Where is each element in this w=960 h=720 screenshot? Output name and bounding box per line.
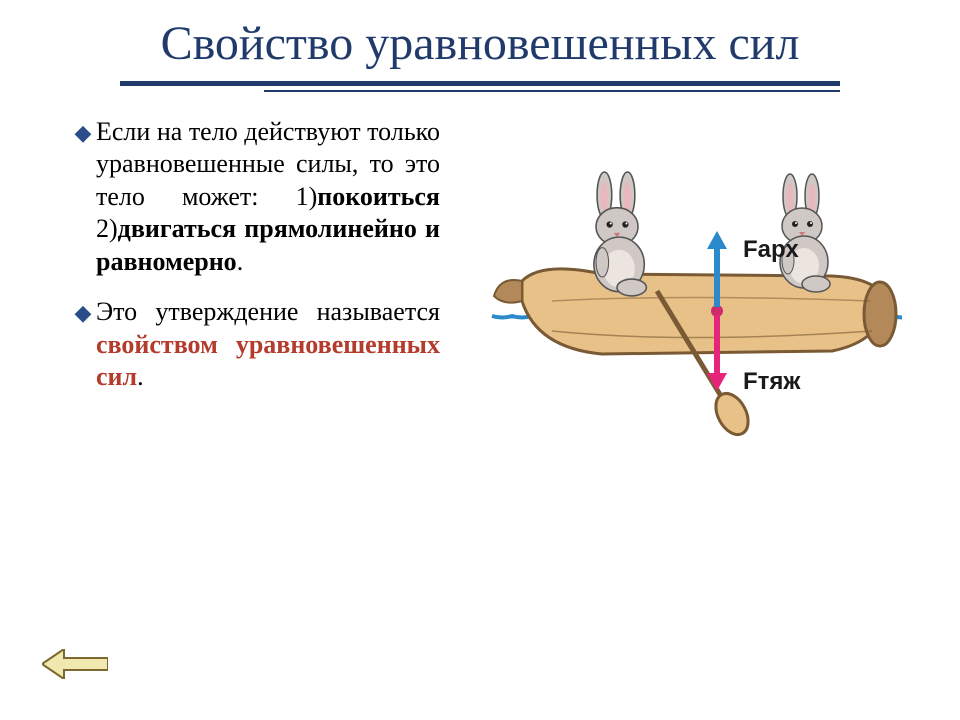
b2-post: . — [137, 362, 144, 391]
diamond-icon: ◆ — [70, 116, 96, 146]
diagram-svg: Fарх Fтяж — [482, 126, 902, 456]
diagram-column: Fарх Fтяж — [464, 116, 920, 456]
rule-thin — [264, 90, 840, 92]
slide: Свойство уравновешенных сил ◆ Если на те… — [0, 0, 960, 720]
rule-thick — [120, 81, 840, 86]
b1-bold2: двигаться прямолинейно и равномерно — [96, 214, 440, 276]
arrow-left-icon — [42, 649, 108, 679]
svg-text:Fарх: Fарх — [743, 236, 799, 263]
title-rules — [120, 81, 840, 92]
prev-button[interactable] — [42, 649, 108, 684]
page-title: Свойство уравновешенных сил — [30, 18, 930, 71]
bullet-2: ◆ Это утверждение называется свойством у… — [70, 296, 440, 394]
b1-post: . — [237, 247, 244, 276]
bullet-1: ◆ Если на тело действуют только уравнове… — [70, 116, 440, 279]
title-block: Свойство уравновешенных сил — [30, 18, 930, 71]
svg-text:Fтяж: Fтяж — [743, 368, 801, 395]
content-row: ◆ Если на тело действуют только уравнове… — [30, 116, 930, 456]
b2-emph: свойством уравновешенных сил — [96, 330, 440, 392]
text-column: ◆ Если на тело действуют только уравнове… — [70, 116, 440, 456]
diamond-icon: ◆ — [70, 296, 96, 326]
forces-diagram: Fарх Fтяж — [482, 126, 902, 456]
b1-bold1: покоиться — [317, 182, 440, 211]
bullet-2-text: Это утверждение называется свойством ура… — [96, 296, 440, 394]
bullet-1-text: Если на тело действуют только уравновеше… — [96, 116, 440, 279]
b2-pre: Это утверждение называется — [96, 297, 440, 326]
b1-mid: 2) — [96, 214, 118, 243]
